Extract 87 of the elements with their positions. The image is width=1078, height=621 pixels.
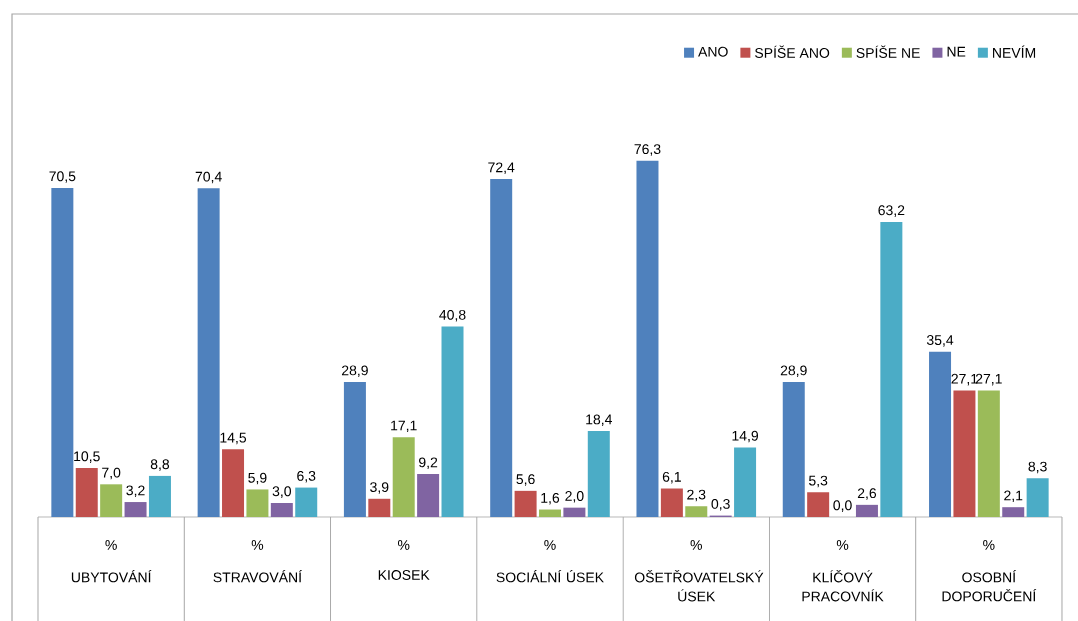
bar	[417, 474, 440, 517]
x-tick-label: OŠETŘOVATELSKÝ ÚSEK	[634, 570, 764, 602]
bar	[100, 484, 123, 517]
bar	[270, 502, 293, 517]
data-label: 10,5	[74, 451, 100, 463]
bar	[587, 431, 610, 517]
bar	[295, 487, 318, 517]
bar	[75, 467, 98, 517]
legend-label: NE	[947, 46, 966, 57]
data-label: 5,3	[808, 475, 828, 488]
text: %	[105, 540, 117, 550]
data-label: 9,2	[419, 457, 438, 469]
text: %	[983, 540, 995, 550]
data-label: 5,9	[248, 472, 267, 485]
data-label: 8,8	[150, 459, 170, 471]
bar	[1026, 478, 1049, 517]
bar	[880, 221, 903, 517]
bar	[782, 382, 805, 517]
data-label: 63,2	[878, 205, 905, 217]
data-label: 28,9	[341, 365, 368, 378]
data-label: 14,9	[732, 430, 759, 443]
legend-label: SPÍŠE ANO	[755, 45, 830, 58]
bar	[660, 488, 683, 517]
data-label: 72,4	[488, 162, 515, 174]
data-label: 27,1	[975, 373, 1002, 386]
bar	[441, 326, 464, 517]
bar	[855, 504, 878, 517]
data-label: 27,1	[951, 373, 978, 386]
data-label: 70,5	[49, 171, 76, 183]
legend-label: ANO	[698, 46, 728, 57]
text: %	[690, 540, 702, 550]
data-label: 35,4	[926, 335, 954, 347]
data-label: 2,1	[1004, 490, 1023, 503]
x-tick-label: OSOBNÍ DOPORUČENÍ	[942, 570, 1037, 602]
bar	[148, 475, 171, 517]
bar	[685, 506, 708, 517]
data-label: 14,5	[220, 432, 247, 445]
bar	[490, 179, 513, 517]
data-label: 76,3	[634, 144, 661, 156]
bar	[51, 187, 74, 517]
text: %	[836, 540, 849, 550]
data-label: 2,3	[687, 489, 706, 502]
text: %	[397, 540, 410, 550]
bar	[953, 390, 976, 517]
bar	[734, 447, 757, 517]
legend-label: SPÍŠE NE	[856, 45, 920, 58]
text: %	[544, 540, 556, 550]
bar	[343, 382, 366, 517]
data-label: 0,3	[711, 498, 730, 511]
data-label: 5,6	[516, 474, 535, 486]
data-label: 17,1	[391, 420, 417, 433]
data-label: 18,4	[586, 414, 612, 427]
data-label: 3,0	[272, 486, 292, 498]
x-tick-label: UBYTOVÁNÍ	[71, 570, 152, 583]
x-tick-label: KIOSEK	[378, 570, 430, 580]
data-label: 2,6	[857, 488, 877, 500]
data-label: 7,0	[102, 467, 121, 480]
data-label: 3,9	[370, 482, 389, 494]
data-label: 2,0	[565, 491, 584, 503]
data-label: 28,9	[780, 365, 807, 378]
bar	[807, 492, 830, 517]
bar	[514, 490, 537, 517]
bar	[124, 502, 147, 517]
text: %	[251, 540, 264, 550]
bar	[197, 188, 220, 517]
bar	[929, 351, 952, 517]
bar	[538, 509, 561, 517]
data-label: 6,3	[297, 470, 316, 483]
data-label: 40,8	[439, 309, 466, 322]
x-tick-label: SOCIÁLNÍ ÚSEK	[496, 570, 604, 583]
data-label: 3,2	[126, 485, 145, 497]
x-tick-label: KLÍČOVÝ PRACOVNÍK	[802, 570, 884, 602]
data-label: 8,3	[1028, 461, 1047, 474]
bar	[368, 498, 391, 517]
data-label: 6,1	[662, 471, 681, 484]
data-label: 1,6	[541, 492, 560, 505]
data-label: 0,0	[833, 500, 852, 512]
bar	[246, 489, 269, 517]
x-tick-label: STRAVOVÁNÍ	[213, 570, 302, 583]
legend-label: NEVÍM	[993, 45, 1036, 58]
bar	[222, 449, 245, 517]
bar	[636, 160, 659, 517]
bar	[392, 437, 415, 517]
data-label: 70,4	[195, 171, 222, 184]
bar	[977, 390, 1000, 517]
bar	[563, 507, 586, 517]
bar	[1002, 507, 1025, 517]
